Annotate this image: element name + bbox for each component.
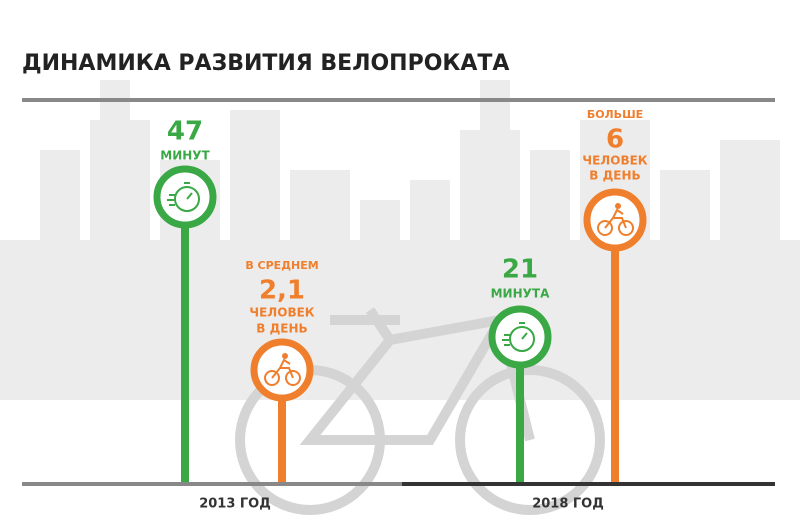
- stem: [278, 370, 286, 482]
- year-label: 2013 ГОД: [199, 497, 271, 512]
- icon-ring: [488, 305, 552, 369]
- item-prefix: БОЛЬШЕ: [587, 108, 643, 121]
- bike-icon: [604, 208, 627, 229]
- stem: [181, 197, 189, 482]
- item-unit2: В ДЕНЬ: [589, 169, 640, 183]
- item-prefix: В СРЕДНЕМ: [245, 259, 318, 272]
- top-rule: [22, 98, 775, 102]
- item-unit: МИНУТ: [160, 149, 210, 163]
- bike-icon: [615, 203, 621, 209]
- city-background: [0, 80, 800, 400]
- bike-icon: [285, 370, 301, 386]
- item-value: 6: [606, 125, 624, 155]
- stopwatch-icon: [174, 186, 200, 212]
- stopwatch-icon: [509, 326, 535, 352]
- item-unit: ЧЕЛОВЕК: [249, 306, 314, 320]
- item-unit: ЧЕЛОВЕК: [582, 154, 647, 168]
- bike-icon: [264, 370, 280, 386]
- stem: [611, 220, 619, 482]
- icon-ring: [250, 338, 314, 402]
- item-value: 21: [502, 255, 538, 285]
- icon-ring: [583, 188, 647, 252]
- item-value: 2,1: [259, 276, 305, 306]
- stopwatch-icon: [167, 182, 193, 206]
- title: ДИНАМИКА РАЗВИТИЯ ВЕЛОПРОКАТА: [22, 51, 509, 76]
- baseline-left: [22, 482, 402, 486]
- stem: [516, 337, 524, 482]
- item-unit2: В ДЕНЬ: [256, 322, 307, 336]
- stopwatch-icon: [502, 322, 528, 346]
- year-label: 2018 ГОД: [532, 497, 604, 512]
- item-unit: МИНУТА: [491, 287, 550, 301]
- bike-icon: [597, 220, 613, 236]
- icon-ring: [153, 165, 217, 229]
- item-value: 47: [167, 117, 203, 147]
- bike-icon: [271, 358, 294, 379]
- baseline-right: [402, 482, 775, 486]
- bike-icon: [618, 220, 634, 236]
- bike-icon: [282, 353, 288, 359]
